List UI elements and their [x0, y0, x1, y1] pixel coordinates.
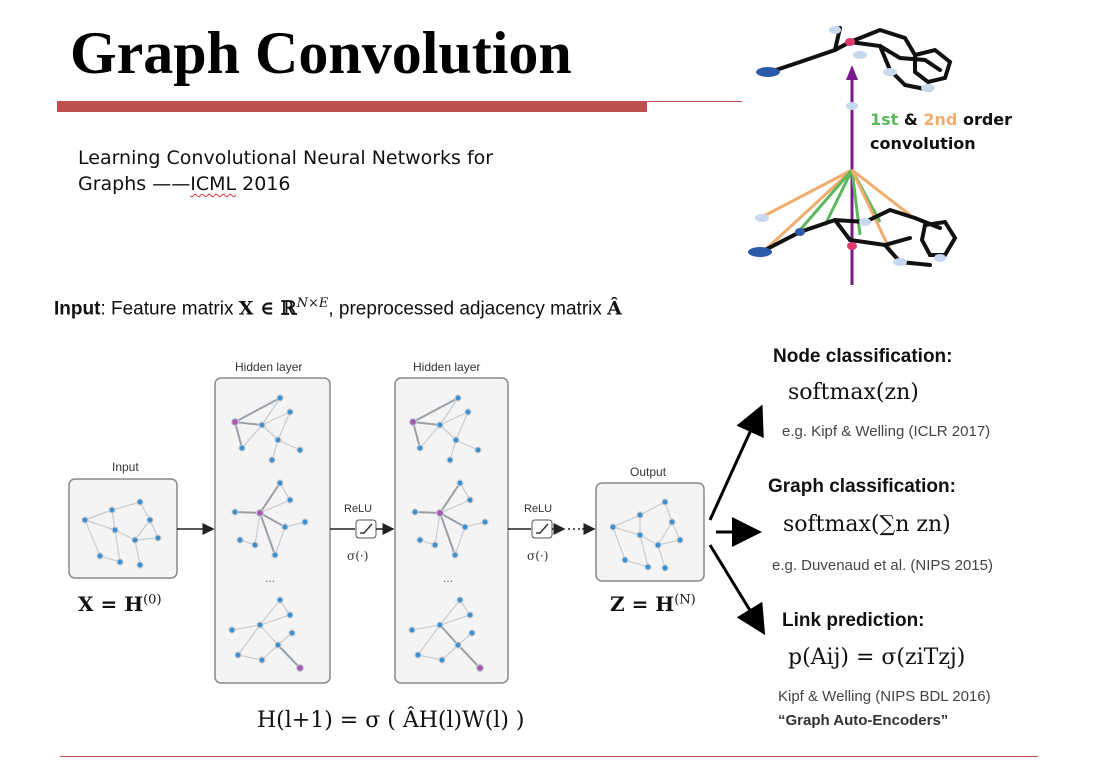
paper-reference-line2: Graphs ——ICML 2016 — [78, 173, 291, 195]
molecule-convolution-illustration — [748, 26, 958, 285]
top-molecule — [768, 26, 953, 92]
sigma-label-2: σ(·) — [527, 549, 549, 563]
relu-box-2 — [531, 519, 553, 539]
link-prediction-heading: Link prediction: — [782, 610, 925, 631]
input-graph — [81, 498, 162, 569]
link-prediction-note: Kipf & Welling (NIPS BDL 2016) — [778, 688, 991, 705]
hidden2-graph-top — [408, 394, 482, 464]
output-graph — [609, 498, 684, 572]
hidden2-graph-middle — [411, 479, 489, 559]
paper-reference: Learning Convolutional Neural Networks f… — [78, 145, 493, 197]
node-classification-heading: Node classification: — [773, 346, 953, 367]
node-classification-note: e.g. Kipf & Welling (ICLR 2017) — [782, 423, 991, 440]
hidden1-graph-bottom — [228, 596, 305, 673]
output-box — [595, 482, 705, 582]
title-underline-bar — [57, 101, 647, 112]
relu-label-2: ReLU — [524, 503, 553, 515]
input-box-label: Input — [112, 460, 139, 474]
paper-reference-line1: Learning Convolutional Neural Networks f… — [78, 147, 494, 169]
sigma-label-1: σ(·) — [347, 549, 369, 563]
relu-box-1 — [355, 519, 377, 539]
input-formula: X = H(0) — [78, 592, 162, 616]
hidden2-graph-bottom — [408, 596, 485, 673]
output-box-label: Output — [630, 465, 667, 479]
hidden1-graph-top — [230, 394, 304, 464]
hidden-layer-2-box — [394, 377, 509, 684]
graph-classification-heading: Graph classification: — [768, 476, 956, 497]
output-formula: Z = H(N) — [610, 592, 696, 616]
node-classification-formula: softmax(zn) — [788, 380, 919, 405]
title-underline-thin — [647, 101, 742, 102]
svg-text:...: ... — [443, 571, 453, 585]
slide-title: Graph Convolution — [70, 20, 572, 86]
layer-update-rule: H(l+1) = σ ( ÂH(l)W(l) ) — [257, 708, 525, 733]
svg-text:...: ... — [265, 571, 275, 585]
graph-classification-formula: softmax(∑n zn) — [783, 512, 951, 537]
graph-classification-note: e.g. Duvenaud et al. (NIPS 2015) — [772, 557, 993, 574]
hidden1-graph-middle — [231, 479, 309, 559]
link-prediction-note2: “Graph Auto-Encoders” — [778, 712, 949, 729]
relu-label-1: ReLU — [344, 503, 373, 515]
convolution-order-label: 1st & 2nd order convolution — [870, 110, 1013, 153]
hidden-layer-1-label: Hidden layer — [235, 360, 303, 374]
footer-divider — [60, 756, 1038, 757]
input-description: Input: Feature matrix X ∈ ℝN×E, preproce… — [54, 296, 622, 320]
hidden-layer-1-box — [214, 377, 331, 684]
hidden-layer-2-label: Hidden layer — [413, 360, 481, 374]
link-prediction-formula: p(Aij) = σ(ziTzj) — [788, 645, 966, 670]
